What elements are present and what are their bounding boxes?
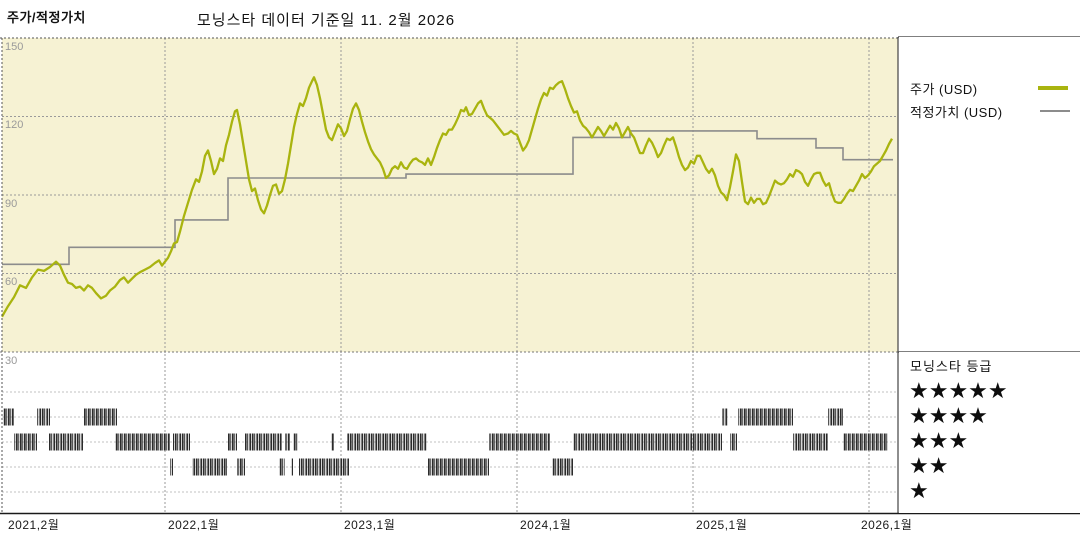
rating-3-star-segment bbox=[843, 433, 888, 451]
x-axis-tick-2023,1월: 2023,1월 bbox=[344, 518, 396, 532]
rating-3-star-segment bbox=[285, 433, 290, 451]
rating-2-star-segment bbox=[279, 458, 285, 476]
page-title: 주가/적정가치 bbox=[7, 10, 86, 25]
rating-3-star-segment bbox=[115, 433, 170, 451]
x-axis-tick-2022,1월: 2022,1월 bbox=[168, 518, 220, 532]
rating-marks-layer bbox=[3, 408, 888, 476]
fair-value-legend-label: 적정가치 (USD) bbox=[910, 105, 1003, 120]
price-line bbox=[1, 76, 894, 318]
rating-4-star-segment bbox=[37, 408, 50, 426]
x-axis-tick-2021,2월: 2021,2월 bbox=[8, 518, 60, 532]
y-axis-tick-150: 150 bbox=[5, 41, 24, 53]
as-of-date-title: 모닝스타 데이터 기준일 11. 2월 2026 bbox=[197, 12, 456, 29]
rating-3-star-segment bbox=[228, 433, 237, 451]
morningstar-rating-legend: 모닝스타 등급 ★★★★★ ★★★★ ★★★ ★★ ★ bbox=[899, 352, 1080, 513]
rating-2-star-segment bbox=[237, 458, 245, 476]
rating-2-star-segment bbox=[291, 458, 293, 476]
rating-2-star-segment bbox=[552, 458, 573, 476]
x-axis-tick-2024,1월: 2024,1월 bbox=[520, 518, 572, 532]
rating-3-star-segment bbox=[14, 433, 37, 451]
1-star-row: ★ bbox=[909, 478, 929, 503]
rating-2-star-segment bbox=[170, 458, 173, 476]
rating-3-star-segment bbox=[793, 433, 828, 451]
x-axis-tick-2025,1월: 2025,1월 bbox=[696, 518, 748, 532]
rating-4-star-segment bbox=[828, 408, 843, 426]
rating-4-star-segment bbox=[84, 408, 117, 426]
rating-3-star-segment bbox=[347, 433, 427, 451]
y-axis-tick-90: 90 bbox=[5, 198, 18, 210]
fair-value-line-swatch bbox=[1040, 110, 1070, 112]
4-star-row: ★★★★ bbox=[909, 403, 988, 428]
y-axis-tick-120: 120 bbox=[5, 119, 24, 131]
series-layer bbox=[1, 76, 894, 318]
rating-3-star-segment bbox=[245, 433, 282, 451]
3-star-row: ★★★ bbox=[909, 428, 969, 453]
rating-3-star-segment bbox=[489, 433, 550, 451]
x-axis-tick-2026,1월: 2026,1월 bbox=[861, 518, 913, 532]
price-legend-label: 주가 (USD) bbox=[910, 82, 978, 97]
rating-3-star-segment bbox=[573, 433, 722, 451]
2-star-row: ★★ bbox=[909, 453, 949, 478]
rating-4-star-segment bbox=[722, 408, 728, 426]
rating-3-star-segment bbox=[49, 433, 83, 451]
rating-3-star-segment bbox=[331, 433, 334, 451]
rating-2-star-segment bbox=[428, 458, 489, 476]
rating-legend-title: 모닝스타 등급 bbox=[910, 359, 993, 374]
5-star-row: ★★★★★ bbox=[909, 378, 1008, 403]
rating-4-star-segment bbox=[738, 408, 793, 426]
rating-3-star-segment bbox=[293, 433, 298, 451]
series-legend: 주가 (USD) 적정가치 (USD) bbox=[899, 37, 1080, 120]
rating-4-star-segment bbox=[3, 408, 14, 426]
rating-2-star-segment bbox=[192, 458, 227, 476]
y-axis-tick-30: 30 bbox=[5, 355, 18, 367]
rating-2-star-segment bbox=[299, 458, 349, 476]
y-axis-tick-60: 60 bbox=[5, 276, 18, 288]
price-line-swatch bbox=[1038, 86, 1068, 90]
rating-3-star-segment bbox=[173, 433, 190, 451]
rating-3-star-segment bbox=[730, 433, 737, 451]
